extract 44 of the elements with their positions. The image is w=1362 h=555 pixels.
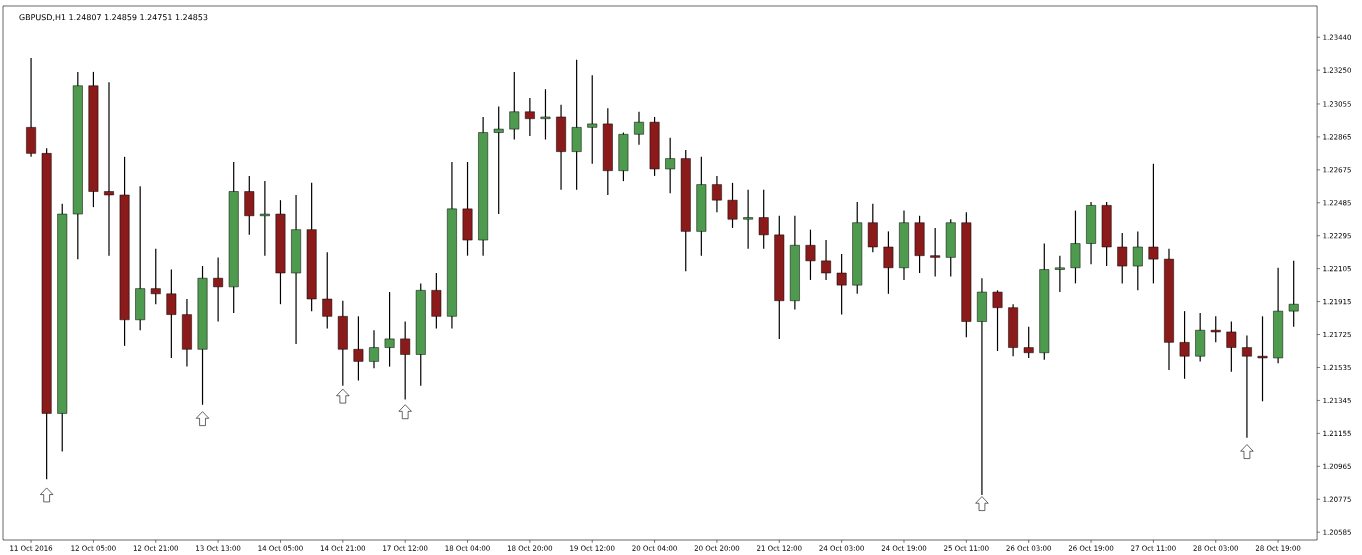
point (1240, 444, 1254, 459)
candlestick (1132, 230, 1143, 291)
point (336, 388, 350, 404)
candlestick (1148, 163, 1159, 284)
candlestick (509, 71, 520, 141)
candlestick (634, 111, 644, 146)
candlestick (1226, 320, 1237, 373)
candlestick (665, 137, 676, 194)
candlestick (1210, 315, 1221, 343)
candlestick (1257, 315, 1268, 402)
candlestick (1023, 326, 1034, 359)
candlestick (1288, 260, 1299, 328)
candlestick (384, 291, 395, 368)
candlestick (821, 239, 831, 281)
candlestick (353, 315, 364, 382)
candlestick (493, 105, 504, 215)
candlestick (524, 97, 535, 137)
candlestick (213, 256, 224, 323)
candlestick (727, 182, 738, 229)
candlestick (758, 189, 769, 250)
candlestick (259, 180, 270, 257)
candlestick (587, 74, 598, 165)
candlestick (712, 175, 722, 213)
candlestick (369, 329, 379, 369)
candlestick (1054, 255, 1065, 293)
point (398, 404, 412, 419)
point (40, 487, 54, 503)
candlestick (930, 227, 941, 278)
candlestick (150, 248, 161, 305)
candlestick (1117, 232, 1128, 284)
candlestick (1179, 310, 1190, 380)
candlestick (540, 88, 551, 141)
candlestick (104, 81, 114, 257)
candlestick (836, 253, 847, 316)
point (195, 411, 210, 426)
candlestick (166, 268, 177, 359)
candlestick (1242, 334, 1252, 439)
candlestick (805, 229, 816, 281)
candlestick (322, 251, 333, 330)
candlestick (992, 289, 1003, 352)
point (975, 496, 989, 511)
candlestick (743, 189, 754, 250)
candlestick (400, 320, 411, 401)
candlestick (883, 230, 894, 295)
